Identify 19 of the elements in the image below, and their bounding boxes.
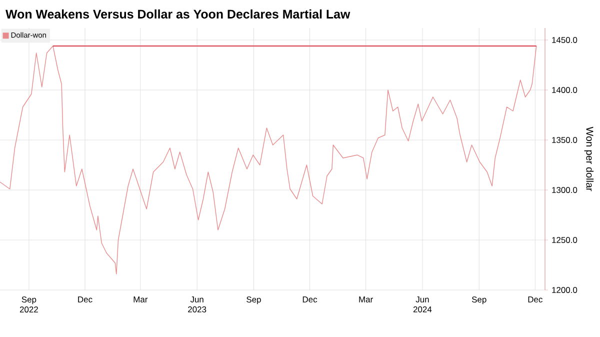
line-series xyxy=(0,46,537,274)
x-tick-label: Dec xyxy=(528,296,542,302)
x-tick-label: Sep xyxy=(246,296,261,304)
y-axis-title: Won per dollar xyxy=(584,126,594,192)
x-tick-label: Mar xyxy=(359,296,373,302)
x-tick-label: Jun 2024 xyxy=(413,296,432,312)
y-tick-label: 1350.0 xyxy=(552,137,578,143)
y-tick-label: 1400.0 xyxy=(552,87,578,93)
x-tick-label: Dec xyxy=(302,296,318,302)
x-tick-label: Jun 2023 xyxy=(188,296,206,312)
y-tick-label: 1300.0 xyxy=(552,187,578,193)
x-tick-label: Sep 2022 xyxy=(20,296,38,312)
y-tick-label: 1450.0 xyxy=(552,37,578,43)
x-tick-label: Sep xyxy=(472,296,486,304)
chart-title: Won Weakens Versus Dollar as Yoon Declares Martial Law xyxy=(6,9,350,19)
x-tick-label: Mar xyxy=(134,296,148,302)
y-tick-label: 1200.0 xyxy=(552,287,578,293)
x-tick-label: Dec xyxy=(78,296,92,302)
y-tick-label: 1250.0 xyxy=(552,237,578,243)
